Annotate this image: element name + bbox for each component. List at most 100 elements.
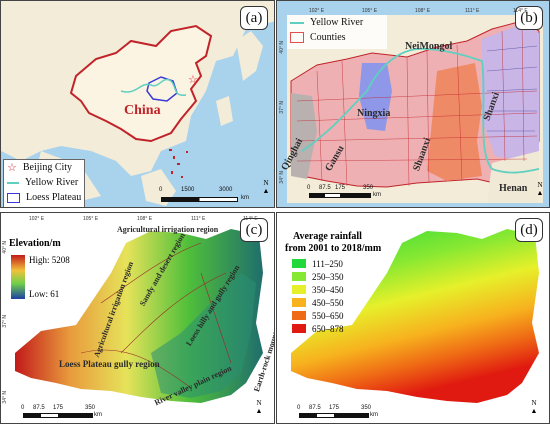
panel-b-county-map: (b) 102° E 105° E 108° E 111° E 114° E 4…	[276, 0, 550, 208]
rainfall-legend: 111–250 250–350 350–450 450–550 550–650 …	[289, 257, 344, 335]
c-top-tick-4: 114° E	[243, 216, 258, 222]
scale-c-0: 0	[21, 405, 25, 411]
legend-b-counties: Counties	[287, 30, 387, 45]
panel-c-label: (c)	[240, 218, 268, 242]
rainfall-class-4: 550–650	[289, 309, 344, 322]
class-1-swatch	[292, 272, 306, 281]
box-icon	[7, 192, 20, 203]
b-top-tick-2: 108° E	[415, 8, 431, 14]
north-b-label: N	[537, 181, 543, 189]
scale-c-3: 350	[85, 405, 96, 411]
region-agri-irrigation-top: Agricultural irrigation region	[117, 225, 219, 234]
province-neimongol: NeiMongol	[405, 41, 453, 52]
rainfall-class-2: 350–450	[289, 283, 344, 296]
panel-a-legend: ☆ Beijing City Yellow River Loess Platea…	[3, 159, 85, 207]
scale-d-bar	[299, 413, 369, 418]
scale-d-2: 175	[329, 405, 340, 411]
panel-d-label: (d)	[515, 218, 543, 242]
class-5-label: 650–878	[312, 323, 344, 334]
c-top-tick-1: 105° E	[83, 216, 99, 222]
class-4-swatch	[292, 311, 306, 320]
class-3-label: 450–550	[312, 297, 344, 308]
b-top-tick-4: 114° E	[513, 8, 528, 14]
elevation-legend-title: Elevation/m	[9, 238, 61, 249]
scale-a-unit: km	[241, 195, 249, 201]
b-side-tick-1: 37° N	[279, 101, 285, 114]
panel-d-rainfall-map: (d) Average rainfall from 2001 to 2018/m…	[276, 212, 550, 424]
china-label: China	[124, 103, 161, 118]
rainfall-legend-title-1: Average rainfall	[293, 231, 362, 242]
line-icon	[7, 181, 19, 184]
rainfall-map	[277, 213, 549, 423]
scale-b-unit: km	[373, 192, 381, 198]
b-side-tick-2: 34° N	[279, 171, 285, 184]
b-top-tick-0: 102° E	[309, 8, 325, 14]
star-icon: ☆	[7, 161, 17, 174]
scale-d-3: 350	[361, 405, 372, 411]
north-arrow-b: N ▲	[536, 181, 544, 197]
class-0-swatch	[292, 259, 306, 268]
scale-b-1: 87.5	[319, 185, 331, 191]
scale-d-1: 87.5	[309, 405, 321, 411]
class-3-swatch	[292, 298, 306, 307]
class-1-label: 250–350	[312, 271, 344, 282]
legend-yellow-river-label: Yellow River	[25, 177, 79, 188]
scale-b-bar	[309, 193, 371, 198]
north-c-label: N	[256, 399, 262, 407]
panel-a-china-map: ☆ (a) China ☆ Beijing City Yellow River …	[0, 0, 275, 208]
class-4-label: 550–650	[312, 310, 344, 321]
legend-yellow-river: Yellow River	[4, 175, 84, 190]
c-top-tick-3: 111° E	[191, 216, 206, 222]
rainfall-legend-title-2: from 2001 to 2018/mm	[285, 243, 382, 254]
rainfall-class-5: 650–878	[289, 322, 344, 335]
panel-b-label: (b)	[515, 6, 543, 30]
province-henan: Henan	[499, 183, 528, 194]
b-top-tick-1: 105° E	[362, 8, 378, 14]
rainfall-class-1: 250–350	[289, 270, 344, 283]
north-d-label: N	[531, 399, 537, 407]
scale-c-unit: km	[94, 412, 102, 418]
scale-b-2: 175	[335, 185, 346, 191]
scale-a-2: 3000	[219, 187, 233, 193]
panel-a-label: (a)	[240, 6, 268, 30]
legend-b-yellow-river: Yellow River	[287, 15, 387, 30]
province-ningxia: Ningxia	[357, 108, 391, 119]
b-side-tick-0: 40° N	[279, 41, 285, 54]
c-top-tick-0: 102° E	[29, 216, 45, 222]
legend-loess-plateau-label: Loess Plateau	[26, 192, 82, 203]
region-loess-gully: Loess Plateau gully region	[59, 359, 160, 369]
svg-text:☆: ☆	[188, 73, 198, 86]
legend-b-yellow-river-label: Yellow River	[310, 17, 364, 28]
scale-d-unit: km	[370, 412, 378, 418]
c-side-tick-0: 40° N	[2, 241, 8, 254]
elevation-map	[1, 213, 274, 423]
north-arrow-c: N ▲	[255, 399, 263, 415]
c-side-tick-2: 34° N	[2, 391, 8, 404]
panel-c-elevation-map: (c) 102° E 105° E 108° E 111° E 114° E 4…	[0, 212, 275, 424]
class-2-swatch	[292, 285, 306, 294]
panel-b-legend: Yellow River Counties	[287, 15, 387, 49]
scale-c-2: 175	[53, 405, 64, 411]
legend-beijing: ☆ Beijing City	[4, 160, 84, 175]
c-top-tick-2: 108° E	[137, 216, 153, 222]
scale-b-0: 0	[307, 185, 311, 191]
scale-c-bar	[23, 413, 93, 418]
legend-loess-plateau: Loess Plateau	[4, 190, 84, 205]
scale-d-0: 0	[297, 405, 301, 411]
rainfall-class-3: 450–550	[289, 296, 344, 309]
north-a-label: N	[263, 179, 269, 187]
class-0-label: 111–250	[312, 258, 343, 269]
box-icon	[290, 32, 304, 43]
class-5-swatch	[292, 324, 306, 333]
north-arrow-d: N ▲	[530, 399, 538, 415]
rainfall-class-0: 111–250	[289, 257, 344, 270]
elevation-high: High: 5208	[29, 255, 70, 265]
b-top-tick-3: 111° E	[465, 8, 480, 14]
line-icon	[290, 21, 304, 24]
scale-a-0: 0	[159, 187, 163, 193]
scale-a-bar	[161, 197, 238, 202]
elevation-low: Low: 61	[29, 289, 60, 299]
legend-b-counties-label: Counties	[310, 32, 346, 43]
scale-b-3: 350	[363, 185, 374, 191]
class-2-label: 350–450	[312, 284, 344, 295]
